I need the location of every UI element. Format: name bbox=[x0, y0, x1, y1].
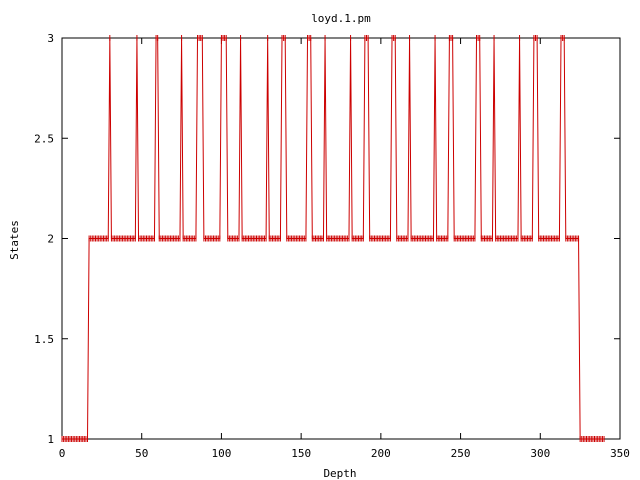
x-tick-label: 50 bbox=[135, 447, 148, 460]
y-axis: 1 1.5 2 2.5 3 bbox=[34, 32, 620, 446]
x-tick-label: 0 bbox=[59, 447, 66, 460]
x-axis: 0 50 100 150 200 250 300 350 bbox=[59, 38, 630, 460]
x-tick-label: 350 bbox=[610, 447, 630, 460]
y-tick-label: 2 bbox=[47, 233, 54, 246]
y-tick-label: 3 bbox=[47, 32, 54, 45]
x-tick-label: 100 bbox=[211, 447, 231, 460]
x-tick-label: 300 bbox=[530, 447, 550, 460]
x-tick-label: 250 bbox=[451, 447, 471, 460]
series-layer bbox=[61, 35, 605, 442]
chart-title: loyd.1.pm bbox=[311, 12, 371, 25]
y-tick-label: 1.5 bbox=[34, 333, 54, 346]
y-tick-label: 1 bbox=[47, 433, 54, 446]
x-tick-label: 150 bbox=[291, 447, 311, 460]
x-axis-label: Depth bbox=[323, 467, 356, 480]
x-tick-label: 200 bbox=[371, 447, 391, 460]
y-tick-label: 2.5 bbox=[34, 132, 54, 145]
y-axis-label: States bbox=[8, 220, 21, 260]
